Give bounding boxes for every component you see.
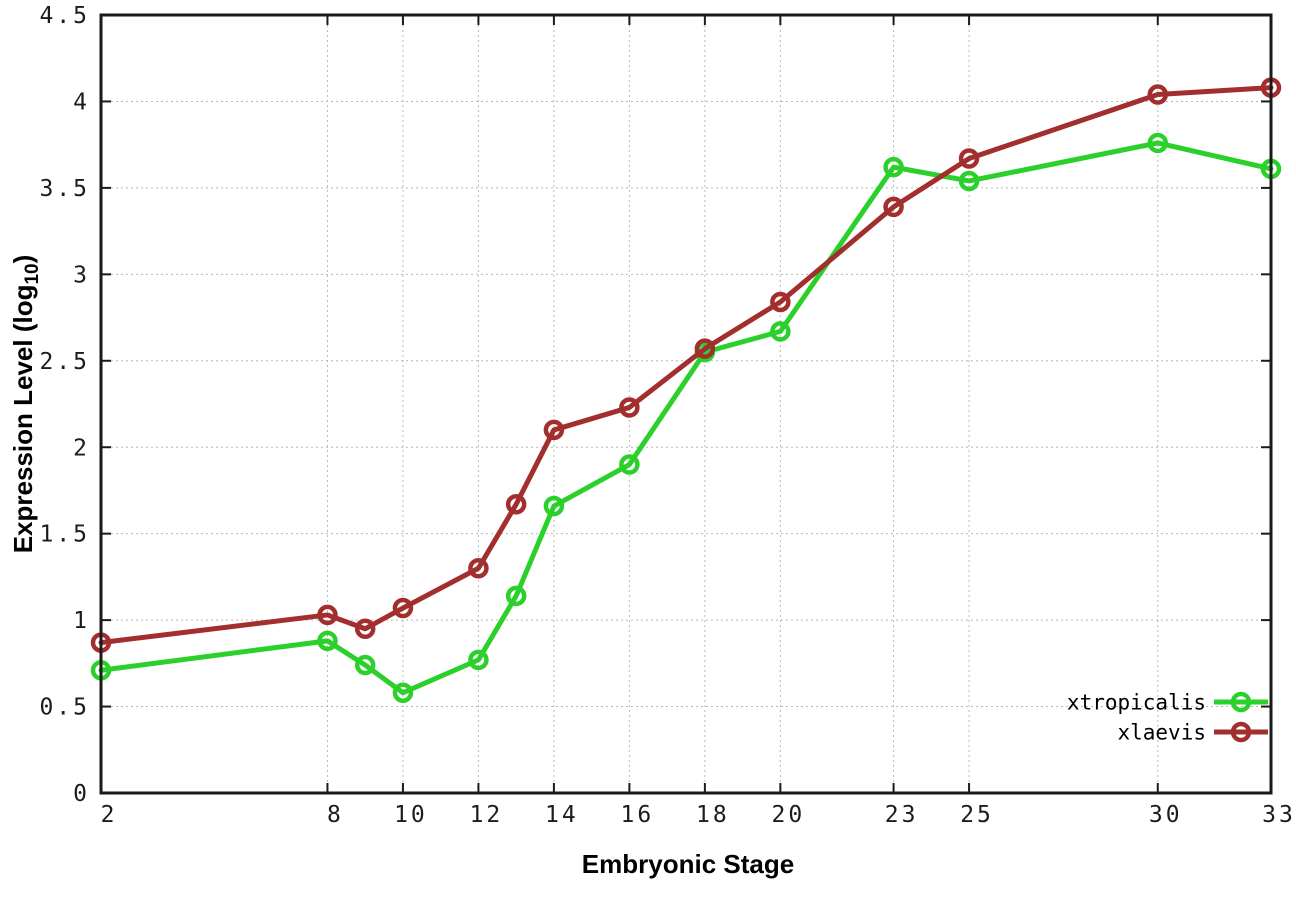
y-tick-label: 2.5 bbox=[39, 349, 90, 375]
data-point-marker-xtropicalis bbox=[505, 585, 527, 607]
data-point-marker-xlaevis bbox=[883, 196, 904, 218]
y-tick-label: 4 bbox=[73, 89, 90, 115]
y-axis-title: Expression Level (log10) bbox=[8, 255, 43, 554]
data-point-marker-xlaevis bbox=[354, 618, 376, 640]
x-tick-label: 14 bbox=[545, 802, 579, 828]
y-axis-title-suffix: ) bbox=[8, 255, 38, 264]
legend-marker-xlaevis bbox=[1230, 721, 1252, 743]
data-point-marker-xlaevis bbox=[958, 148, 980, 169]
x-tick-label: 10 bbox=[394, 802, 428, 828]
y-axis-title-subscript: 10 bbox=[22, 263, 43, 284]
y-tick-label: 0 bbox=[73, 781, 90, 807]
x-tick-label: 2 bbox=[101, 802, 118, 828]
x-tick-label: 33 bbox=[1262, 802, 1296, 828]
y-tick-label: 3.5 bbox=[39, 176, 90, 202]
series-line-xlaevis bbox=[98, 85, 1274, 646]
legend-marker-xtropicalis bbox=[1230, 691, 1252, 713]
legend: xtropicalis xlaevis bbox=[1067, 690, 1268, 744]
data-point-marker-xlaevis bbox=[468, 557, 489, 579]
data-point-marker-xtropicalis bbox=[543, 495, 565, 517]
legend-label-xtropicalis: xtropicalis bbox=[1067, 690, 1206, 714]
x-axis-title: Embryonic Stage bbox=[582, 849, 794, 879]
data-point-marker-xtropicalis bbox=[958, 170, 980, 192]
data-point-marker-xtropicalis bbox=[619, 454, 640, 475]
data-point-marker-xtropicalis bbox=[770, 321, 791, 342]
data-point-marker-xtropicalis bbox=[1147, 132, 1169, 154]
x-tick-label: 20 bbox=[772, 802, 806, 828]
tick-label-layer: 2 8 10 12 14 16 18 20 23 25 30 33 0 0.5 1 1.5 2 2.5 3 3.5 4 4… bbox=[39, 3, 1296, 828]
y-tick-label: 0.5 bbox=[39, 695, 90, 721]
grid-layer bbox=[100, 14, 1272, 794]
y-tick-label: 2 bbox=[73, 435, 90, 461]
plot-border bbox=[99, 13, 1273, 795]
data-point-marker-xlaevis bbox=[770, 291, 791, 313]
data-point-marker-xtropicalis bbox=[392, 682, 414, 703]
data-point-marker-xlaevis bbox=[317, 604, 338, 626]
data-point-marker-xlaevis bbox=[619, 397, 640, 418]
data-point-marker-xtropicalis bbox=[317, 630, 338, 652]
legend-label-xlaevis: xlaevis bbox=[1117, 720, 1206, 744]
data-point-marker-xtropicalis bbox=[468, 649, 489, 671]
x-tick-label: 18 bbox=[696, 802, 730, 828]
y-tick-label: 1 bbox=[73, 608, 90, 634]
data-point-marker-xtropicalis bbox=[354, 654, 376, 676]
data-point-marker-xlaevis bbox=[1147, 84, 1169, 105]
x-tick-label: 25 bbox=[960, 802, 994, 828]
data-point-marker-xtropicalis bbox=[883, 156, 904, 178]
data-point-marker-xlaevis bbox=[694, 338, 716, 359]
y-axis-title-main: Expression Level (log bbox=[8, 285, 38, 554]
series-layer bbox=[90, 77, 1282, 703]
plot-frame-layer bbox=[99, 13, 1273, 795]
y-tick-label: 1.5 bbox=[39, 522, 90, 548]
data-point-marker-xlaevis bbox=[543, 419, 565, 441]
x-tick-label: 8 bbox=[327, 802, 344, 828]
data-point-marker-xlaevis bbox=[392, 597, 414, 619]
y-tick-label: 3 bbox=[73, 262, 90, 288]
data-point-marker-xlaevis bbox=[505, 494, 527, 515]
y-tick-label: 4.5 bbox=[39, 3, 90, 29]
x-tick-label: 12 bbox=[470, 802, 504, 828]
x-tick-label: 23 bbox=[885, 802, 919, 828]
x-tick-label: 30 bbox=[1149, 802, 1183, 828]
series-line-xtropicalis bbox=[98, 140, 1274, 696]
x-tick-label: 16 bbox=[621, 802, 655, 828]
